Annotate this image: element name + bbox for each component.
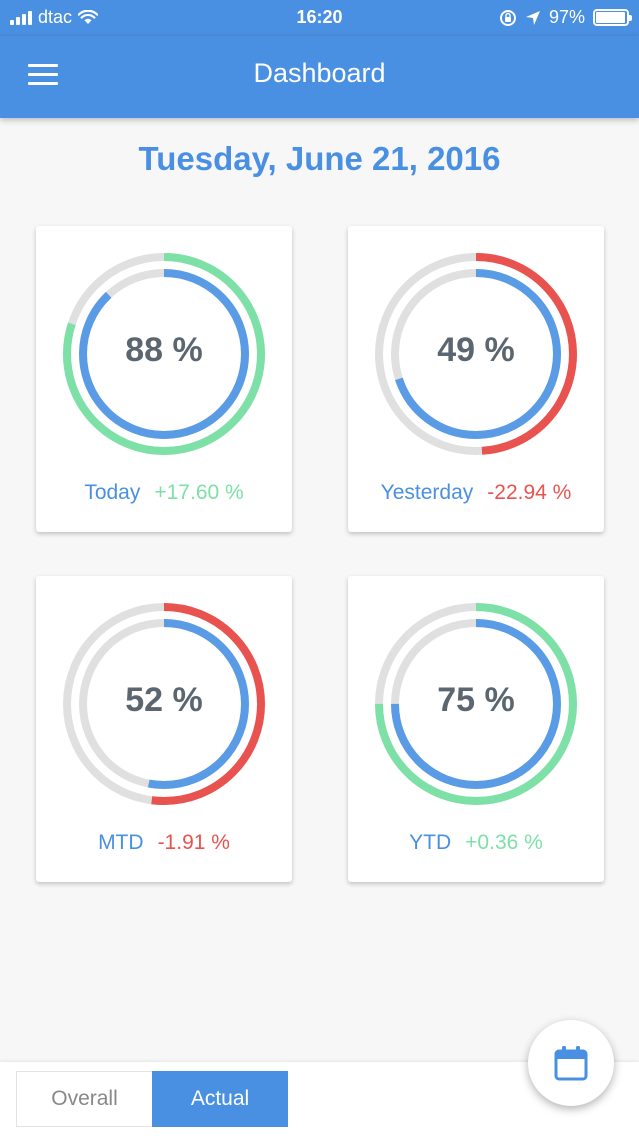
page-title: Dashboard <box>253 58 386 88</box>
donut-chart <box>63 253 265 455</box>
carrier-name: dtac <box>38 7 73 27</box>
wifi-icon <box>78 10 99 24</box>
kpi-card-yesterday[interactable]: 49 % Yesterday -22.94 % <box>348 226 604 532</box>
outer-arc <box>63 253 265 455</box>
change-value: -1.91 % <box>157 831 230 854</box>
battery-icon <box>593 9 632 26</box>
card-label: YTD <box>409 831 452 854</box>
inner-arc <box>79 619 249 789</box>
battery-percent: 97% <box>548 7 585 27</box>
percent-value: 49 % <box>437 331 515 369</box>
location-icon <box>525 10 540 25</box>
tab-actual[interactable]: Actual <box>152 1071 288 1127</box>
bottom-bar: Overall Actual <box>0 1062 639 1136</box>
donut-chart <box>375 603 577 805</box>
inner-arc <box>391 619 561 789</box>
date-heading: Tuesday, June 21, 2016 <box>138 140 501 177</box>
donut-chart <box>63 603 265 805</box>
tab-overall[interactable]: Overall <box>16 1071 152 1127</box>
percent-value: 52 % <box>125 681 203 719</box>
percent-value: 88 % <box>125 331 203 369</box>
inner-arc <box>391 269 561 439</box>
signal-icon <box>10 10 32 25</box>
calendar-icon <box>554 1046 588 1081</box>
inner-arc <box>79 269 249 439</box>
kpi-card-mtd[interactable]: 52 % MTD -1.91 % <box>36 576 292 882</box>
status-time: 16:20 <box>296 7 343 27</box>
card-label: Yesterday <box>380 481 474 504</box>
app-bar: Dashboard <box>0 36 639 118</box>
status-bar: dtac 16:20 97% <box>0 0 639 36</box>
change-value: -22.94 % <box>487 481 572 504</box>
hamburger-menu-icon[interactable] <box>28 64 58 86</box>
change-value: +17.60 % <box>154 481 244 504</box>
change-value: +0.36 % <box>465 831 543 854</box>
card-label: MTD <box>98 831 144 854</box>
card-label: Today <box>84 481 141 504</box>
rotation-lock-icon <box>499 9 516 26</box>
percent-value: 75 % <box>437 681 515 719</box>
kpi-card-ytd[interactable]: 75 % YTD +0.36 % <box>348 576 604 882</box>
outer-arc <box>375 603 577 805</box>
outer-arc <box>375 253 577 455</box>
outer-arc <box>63 603 265 805</box>
kpi-card-today[interactable]: 88 % Today +17.60 % <box>36 226 292 532</box>
calendar-button[interactable] <box>528 1020 614 1106</box>
donut-chart <box>375 253 577 455</box>
